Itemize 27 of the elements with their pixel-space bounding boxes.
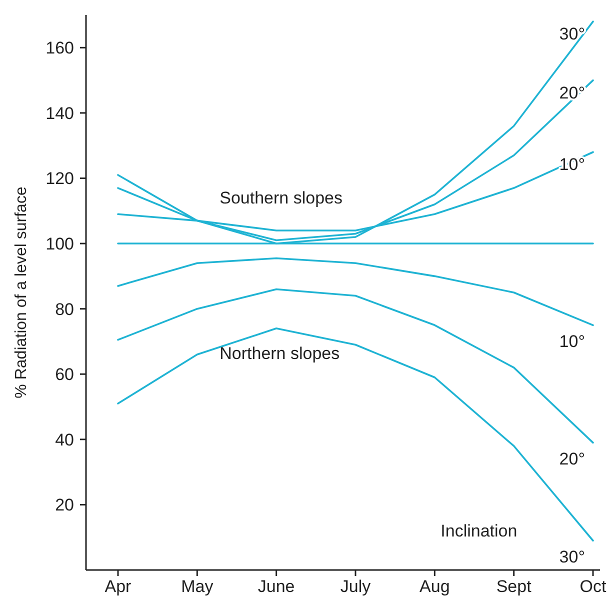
x-tick-label: Apr bbox=[104, 577, 132, 596]
x-tick-label: Oct bbox=[580, 577, 606, 596]
series-label: 10° bbox=[559, 332, 585, 352]
y-tick-label: 140 bbox=[46, 104, 74, 123]
y-tick-label: 120 bbox=[46, 169, 74, 188]
x-tick-label: June bbox=[258, 577, 295, 596]
x-tick-label: Aug bbox=[420, 577, 450, 596]
y-tick-label: 20 bbox=[55, 496, 74, 515]
series-label: 30° bbox=[559, 24, 585, 44]
y-tick-label: 60 bbox=[55, 365, 74, 384]
x-tick-label: Sept bbox=[496, 577, 532, 596]
line-series bbox=[117, 288, 594, 444]
y-tick-label: 40 bbox=[55, 430, 74, 450]
y-tick-label: 100 bbox=[46, 234, 74, 254]
y-tick-label: 160 bbox=[46, 38, 74, 58]
y-axis-title: % Radiation of a level surface bbox=[13, 186, 30, 398]
annotation: Southern slopes bbox=[220, 188, 343, 208]
x-tick-label: May bbox=[181, 577, 214, 596]
line-series bbox=[117, 328, 594, 542]
x-tick-label: July bbox=[340, 577, 372, 596]
line-series bbox=[117, 257, 594, 326]
line-series bbox=[117, 20, 594, 244]
series-label: 20° bbox=[559, 450, 585, 469]
y-tick-label: 80 bbox=[55, 300, 74, 319]
series-label: 30° bbox=[559, 548, 585, 567]
annotation: Northern slopes bbox=[220, 344, 340, 364]
annotation: Inclination bbox=[440, 522, 518, 541]
